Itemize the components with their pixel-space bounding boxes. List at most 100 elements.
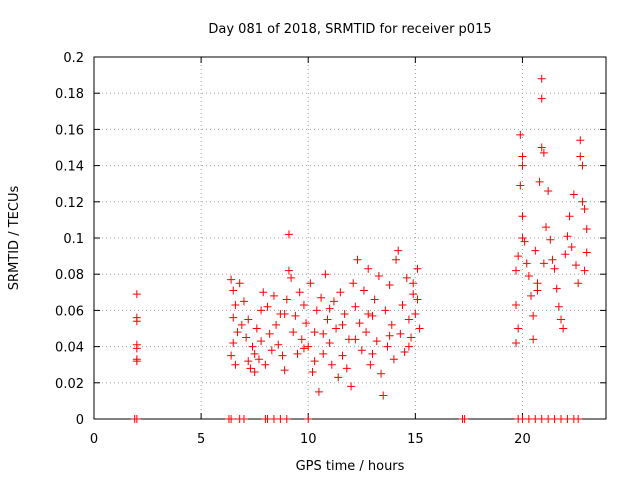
data-point: [544, 186, 553, 195]
data-point: [332, 324, 341, 333]
data-point: [231, 360, 240, 369]
data-point: [539, 148, 548, 157]
data-point: [347, 382, 356, 391]
data-point: [227, 415, 236, 423]
data-point: [319, 329, 328, 338]
data-point: [535, 177, 544, 186]
chart-title: Day 081 of 2018, SRMTID for receiver p01…: [208, 22, 491, 37]
data-point: [364, 310, 373, 319]
data-point: [329, 297, 338, 306]
data-point: [533, 279, 542, 288]
data-point: [132, 317, 141, 326]
data-point: [385, 331, 394, 340]
x-tick-label: 5: [197, 432, 205, 447]
data-point: [291, 311, 300, 320]
data-point: [563, 232, 572, 241]
data-point: [132, 344, 141, 353]
data-point: [531, 246, 540, 255]
data-point: [321, 270, 330, 279]
data-point: [239, 415, 248, 423]
data-point: [550, 264, 559, 273]
data-point: [415, 324, 424, 333]
data-point: [400, 348, 409, 357]
data-point: [460, 415, 469, 423]
data-point: [518, 161, 527, 170]
data-point: [334, 373, 343, 382]
data-point: [362, 328, 371, 337]
data-point: [552, 284, 561, 293]
data-point: [250, 367, 259, 376]
data-point: [518, 212, 527, 221]
data-point: [254, 355, 263, 364]
data-point: [576, 152, 585, 161]
data-point: [402, 273, 411, 282]
data-point: [227, 351, 236, 360]
data-point: [132, 290, 141, 299]
y-tick-label: 0.02: [55, 377, 84, 392]
data-point: [368, 311, 377, 320]
data-point: [295, 288, 304, 297]
data-point: [567, 243, 576, 252]
data-point: [351, 335, 360, 344]
data-point: [246, 364, 255, 373]
data-point: [537, 143, 546, 152]
data-point: [548, 255, 557, 264]
data-point: [302, 319, 311, 328]
data-point: [404, 342, 413, 351]
data-point: [304, 342, 313, 351]
data-point: [233, 328, 242, 337]
data-point: [349, 279, 358, 288]
data-point: [280, 310, 289, 319]
data-point: [537, 94, 546, 103]
data-point: [512, 266, 521, 275]
data-point: [342, 364, 351, 373]
data-point: [229, 313, 238, 322]
data-point: [582, 248, 591, 257]
y-tick-label: 0.1: [63, 232, 84, 247]
data-point: [559, 324, 568, 333]
data-point: [522, 259, 531, 268]
data-point: [299, 300, 308, 309]
data-point: [366, 360, 375, 369]
data-point: [576, 136, 585, 145]
data-point: [351, 302, 360, 311]
data-point: [338, 320, 347, 329]
data-point: [368, 349, 377, 358]
data-point: [520, 237, 529, 246]
data-point: [132, 357, 141, 366]
data-point: [353, 255, 362, 264]
data-point: [132, 415, 141, 423]
data-point: [512, 338, 521, 347]
data-point: [327, 360, 336, 369]
data-point: [516, 130, 525, 139]
data-point: [306, 279, 315, 288]
data-point: [411, 310, 420, 319]
data-point: [304, 415, 313, 423]
y-tick-label: 0.18: [55, 87, 84, 102]
data-point: [312, 306, 321, 315]
data-point: [569, 190, 578, 199]
data-point: [299, 344, 308, 353]
data-point: [392, 255, 401, 264]
data-point: [377, 369, 386, 378]
data-point: [261, 360, 270, 369]
data-point: [272, 320, 281, 329]
data-point: [413, 264, 422, 273]
data-point: [514, 252, 523, 261]
data-point: [310, 357, 319, 366]
data-point: [259, 288, 268, 297]
data-point: [582, 224, 591, 233]
data-point: [537, 74, 546, 83]
data-point: [529, 335, 538, 344]
data-point: [574, 415, 583, 423]
y-tick-label: 0.06: [55, 304, 84, 319]
data-point: [561, 250, 570, 259]
x-tick-label: 0: [90, 432, 98, 447]
y-tick-label: 0.12: [55, 196, 84, 211]
data-point: [554, 302, 563, 311]
data-point: [383, 342, 392, 351]
data-point: [539, 259, 548, 268]
data-point: [578, 197, 587, 206]
data-point: [248, 342, 257, 351]
